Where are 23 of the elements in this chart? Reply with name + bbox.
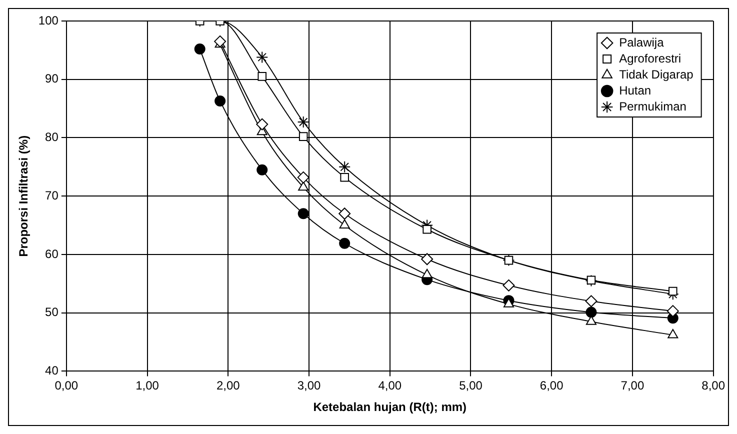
y-tick-label: 80 <box>45 130 59 144</box>
y-tick-label: 90 <box>45 72 59 86</box>
x-tick-label: 1,00 <box>136 378 160 393</box>
legend-label: Agroforestri <box>619 51 682 66</box>
y-tick-label: 50 <box>45 305 59 320</box>
x-tick-label: 3,00 <box>297 378 322 393</box>
x-axis-title: Ketebalan hujan (R(t); mm) <box>313 400 467 414</box>
x-tick-label: 4,00 <box>378 378 402 393</box>
x-tick-label: 0,00 <box>54 378 78 393</box>
x-tick-label: 8,00 <box>702 378 726 393</box>
x-tick-label: 5,00 <box>459 378 483 393</box>
y-tick-label: 70 <box>45 188 59 202</box>
legend-label: Permukiman <box>619 99 686 114</box>
y-tick-label: 40 <box>45 364 59 378</box>
y-tick-label: 100 <box>38 13 59 28</box>
x-tick-label: 6,00 <box>540 378 564 393</box>
x-tick-label: 7,00 <box>620 378 644 393</box>
legend-label: Hutan <box>619 83 652 98</box>
y-axis-title: Proporsi Infiltrasi (%) <box>16 135 31 257</box>
legend-label: Palawija <box>619 35 664 50</box>
x-tick-label: 2,00 <box>216 378 240 393</box>
y-tick-label: 60 <box>45 246 59 261</box>
legend-label: Tidak Digarap <box>619 67 694 82</box>
